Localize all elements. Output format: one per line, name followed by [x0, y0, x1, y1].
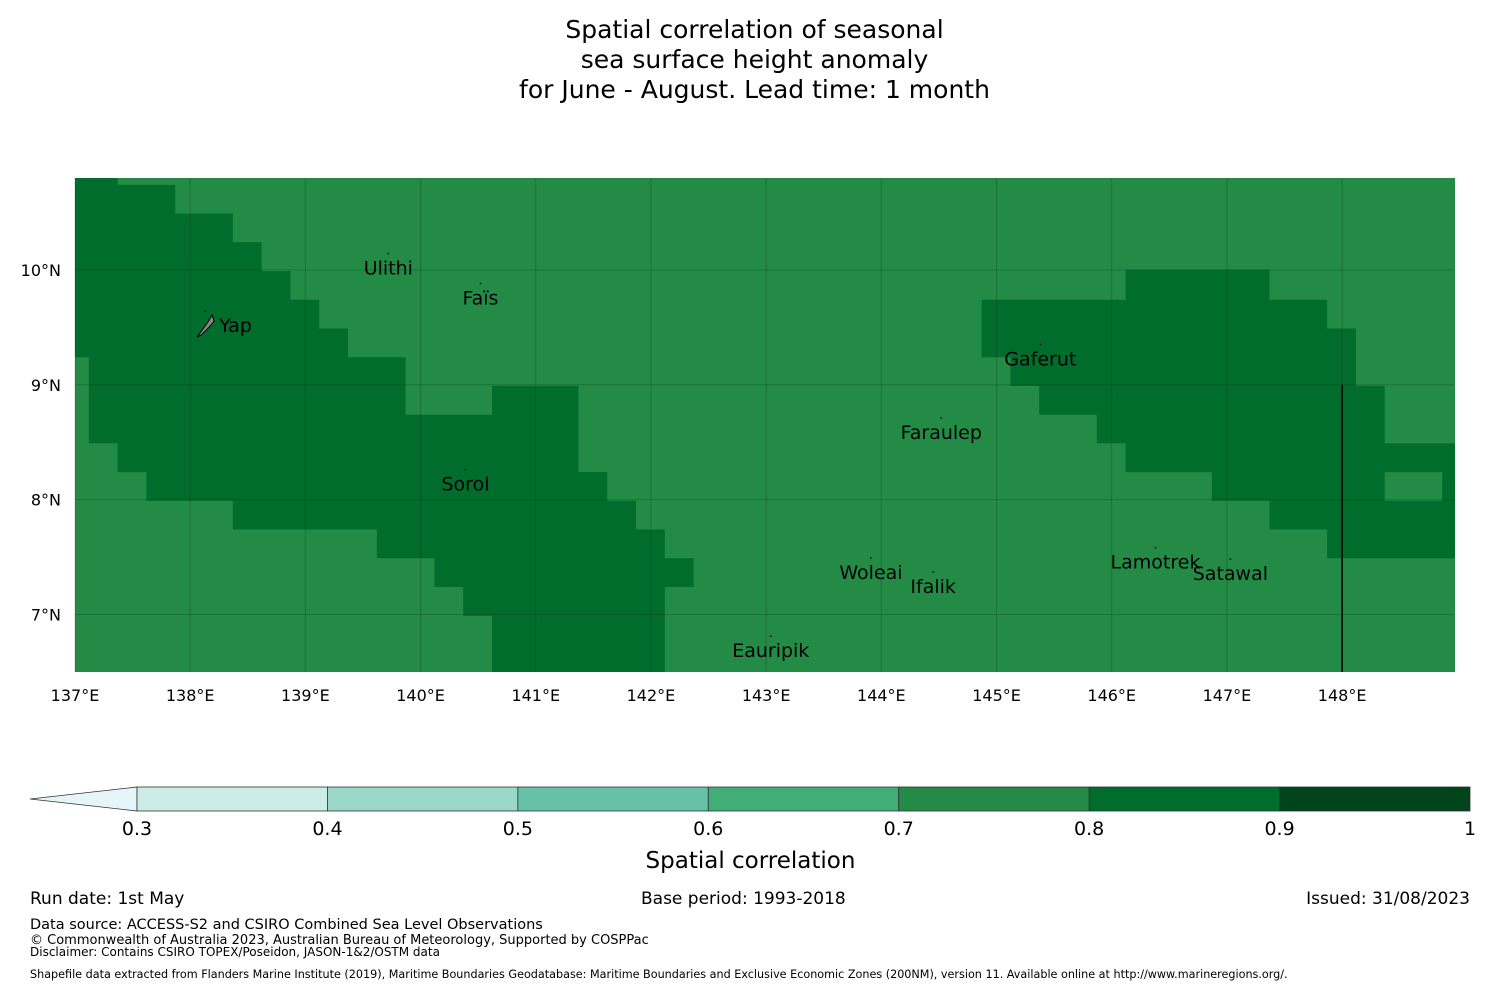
- colorbar-segment: [1088, 786, 1280, 812]
- island-marker-lamotrek: [1154, 546, 1157, 549]
- island-marker-yap: [204, 310, 206, 312]
- copyright: © Commonwealth of Australia 2023, Austra…: [30, 933, 649, 948]
- yap-island-shape: [196, 313, 215, 338]
- lat-tick-label: 9°N: [31, 376, 61, 395]
- title-line-2: sea surface height anomaly: [580, 45, 929, 74]
- island-marker-woleai: [870, 557, 872, 559]
- issued-date: Issued: 31/08/2023: [1306, 889, 1470, 909]
- shapefile-credit: Shapefile data extracted from Flanders M…: [30, 968, 1288, 981]
- island-label-sorol: Sorol: [442, 474, 490, 496]
- colorbar-tick-label: 0.7: [884, 818, 914, 840]
- lon-tick-label: 142°E: [627, 686, 676, 705]
- high-correlation-region-2: [981, 269, 1455, 559]
- lon-tick-label: 138°E: [166, 686, 215, 705]
- island-marker-fais: [479, 282, 482, 285]
- colorbar-segment: [136, 786, 328, 812]
- lon-tick-label: 139°E: [281, 686, 330, 705]
- colorbar-label: Spatial correlation: [646, 848, 856, 874]
- colorbar-tick-label: 0.6: [693, 818, 723, 840]
- colorbar-tick-label: 0.9: [1264, 818, 1294, 840]
- colorbar-segment: [517, 786, 709, 812]
- colorbar-segment: [707, 786, 900, 812]
- island-label-satawal: Satawal: [1193, 563, 1268, 585]
- colorbar-extend-triangle: [29, 786, 138, 812]
- lon-tick-label: 140°E: [396, 686, 445, 705]
- colorbar-tick-label: 0.3: [122, 818, 152, 840]
- island-label-gaferut: Gaferut: [1004, 348, 1076, 370]
- island-label-ulithi: Ulithi: [364, 258, 413, 280]
- colorbar-tick-label: 0.4: [312, 818, 342, 840]
- colorbar-tick-label: 1: [1464, 818, 1476, 840]
- island-marker-eauripik: [769, 635, 772, 637]
- colorbar-segment: [898, 786, 1090, 812]
- colorbar-tick-label: 0.5: [503, 818, 533, 840]
- run-date: Run date: 1st May: [30, 889, 185, 909]
- title-line-3: for June - August. Lead time: 1 month: [519, 75, 990, 104]
- colorbar-segment: [1279, 786, 1471, 812]
- island-marker-satawal: [1229, 558, 1232, 560]
- colorbar-segment: [327, 786, 519, 812]
- island-label-ifalik: Ifalik: [910, 576, 956, 598]
- lon-tick-label: 141°E: [511, 686, 560, 705]
- lon-tick-label: 145°E: [972, 686, 1021, 705]
- lower-correlation-patch: [1384, 472, 1443, 501]
- island-marker-ifalik: [932, 571, 934, 573]
- lon-tick-label: 146°E: [1087, 686, 1136, 705]
- lat-tick-label: 10°N: [21, 261, 61, 280]
- lat-tick-label: 7°N: [31, 606, 61, 625]
- island-label-lamotrek: Lamotrek: [1111, 552, 1201, 574]
- island-marker-sorol: [464, 468, 467, 471]
- island-label-fais: Faïs: [462, 287, 498, 309]
- lon-tick-label: 143°E: [742, 686, 791, 705]
- lon-tick-label: 137°E: [51, 686, 100, 705]
- lat-tick-label: 8°N: [31, 491, 61, 510]
- island-label-eauripik: Eauripik: [732, 640, 809, 662]
- island-marker-faraulep: [940, 417, 943, 419]
- island-label-faraulep: Faraulep: [901, 422, 982, 444]
- colorbar-tick-label: 0.8: [1074, 818, 1104, 840]
- lon-tick-label: 144°E: [857, 686, 906, 705]
- base-period: Base period: 1993-2018: [641, 889, 846, 909]
- high-correlation-region-1: [75, 178, 694, 672]
- lon-tick-label: 148°E: [1318, 686, 1367, 705]
- lon-tick-label: 147°E: [1203, 686, 1252, 705]
- title-line-1: Spatial correlation of seasonal: [565, 15, 944, 44]
- island-label-woleai: Woleai: [839, 562, 902, 584]
- island-marker-gaferut: [1039, 343, 1042, 346]
- disclaimer: Disclaimer: Contains CSIRO TOPEX/Poseido…: [30, 945, 440, 959]
- island-label-yap: Yap: [218, 315, 252, 337]
- island-marker-ulithi: [387, 252, 390, 255]
- data-source: Data source: ACCESS-S2 and CSIRO Combine…: [30, 917, 543, 933]
